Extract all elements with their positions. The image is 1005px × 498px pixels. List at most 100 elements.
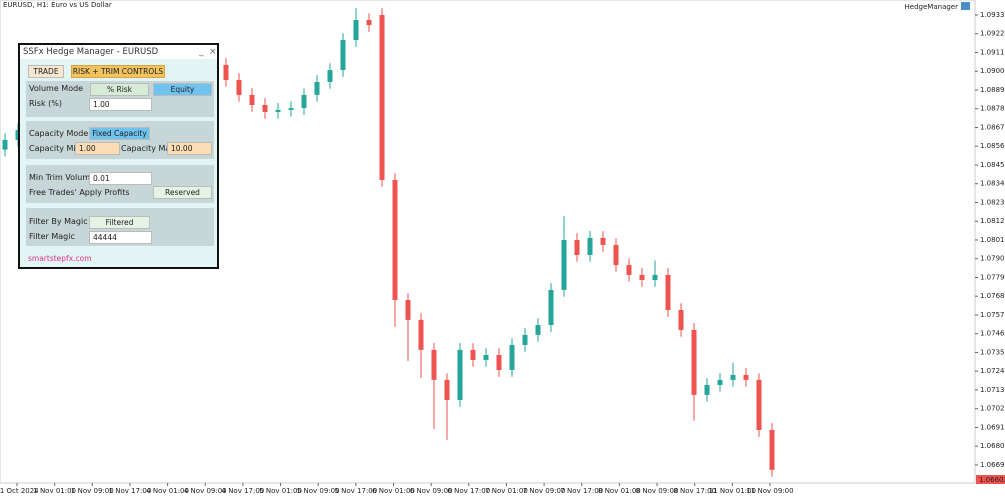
indicator-icon (961, 2, 970, 10)
candle-body (457, 349, 463, 401)
price-tag (976, 475, 1005, 484)
label: Volume Mode (29, 84, 84, 93)
candle-body (236, 79, 242, 95)
y-tick-label: 1.08230 (980, 198, 1005, 206)
x-tick-label: 4 Nov 01:00 (146, 487, 189, 495)
candle-body (470, 349, 476, 360)
candle-body (249, 94, 255, 105)
x-tick-label: 5 Nov 17:00 (334, 487, 377, 495)
candle-body (743, 374, 749, 380)
y-tick-label: 1.07570 (980, 311, 1005, 319)
x-tick-label: 7 Nov 17:00 (560, 487, 603, 495)
candle-body (418, 319, 424, 350)
label: Risk (%) (29, 99, 62, 108)
y-tick-label: 1.07790 (980, 273, 1005, 281)
hedge-manager-panel: SSFx Hedge Manager - EURUSD _ × TRADE RI… (18, 43, 219, 269)
option-button[interactable]: Filtered (89, 216, 150, 229)
panel-titlebar: SSFx Hedge Manager - EURUSD _ × (20, 45, 217, 59)
y-tick-label: 1.08450 (980, 161, 1005, 169)
candle-body (392, 179, 398, 300)
option-button[interactable]: Equity (153, 83, 212, 96)
input[interactable]: 1.00 (75, 142, 120, 155)
candle-body (561, 239, 567, 290)
x-tick-label: 4 Nov 09:00 (184, 487, 227, 495)
candle-body (262, 104, 268, 112)
candle-body (717, 379, 723, 386)
current-price: 1.06603 (979, 476, 1005, 484)
tab-risk-trim[interactable]: RISK + TRIM CONTROLS (71, 65, 165, 78)
candle-body (535, 325, 541, 335)
candle-body (548, 289, 554, 326)
candle-body (678, 310, 684, 330)
label: Filter Magic (29, 232, 75, 241)
x-tick-label: 31 Oct 2024 (0, 487, 39, 495)
label: Capacity Min (29, 144, 81, 153)
close-button[interactable]: × (209, 47, 217, 57)
indicator-label: HedgeManager (905, 3, 959, 11)
x-tick-label: 7 Nov 09:00 (523, 487, 566, 495)
candle-body (704, 385, 710, 395)
y-tick-label: 1.07240 (980, 367, 1005, 375)
y-tick-label: 1.07900 (980, 255, 1005, 263)
candle-body (314, 81, 320, 95)
x-tick-label: 4 Nov 17:00 (222, 487, 265, 495)
x-tick-label: 7 Nov 01:00 (485, 487, 528, 495)
x-tick-label: 11 Nov 01:00 (709, 487, 756, 495)
candle-body (639, 274, 645, 281)
input[interactable]: 0.01 (89, 172, 152, 185)
candle-body (652, 274, 658, 281)
candle-body (353, 19, 359, 41)
candle-body (509, 344, 515, 371)
label: Capacity Mode (29, 129, 89, 138)
candle-body (613, 244, 619, 266)
minimize-button[interactable]: _ (199, 47, 204, 57)
y-tick-label: 1.08560 (980, 142, 1005, 150)
input[interactable]: 1.00 (89, 98, 152, 111)
y-tick-label: 1.07680 (980, 292, 1005, 300)
candle-body (327, 70, 333, 82)
candle-body (288, 108, 294, 110)
candle-body (522, 334, 528, 345)
y-tick-label: 1.08890 (980, 86, 1005, 94)
y-tick-label: 1.06910 (980, 423, 1005, 431)
option-button[interactable]: % Risk (90, 83, 149, 96)
candle-body (301, 94, 307, 109)
input[interactable]: 10.00 (167, 142, 212, 155)
candle-body (379, 14, 385, 180)
x-tick-label: 6 Nov 09:00 (410, 487, 453, 495)
candle-body (2, 139, 8, 150)
option-button[interactable]: Reserved (153, 186, 212, 199)
y-tick-label: 1.09110 (980, 48, 1005, 56)
candle-body (431, 349, 437, 380)
website-link[interactable]: smartstepfx.com (28, 254, 92, 263)
x-tick-label: 5 Nov 01:00 (259, 487, 302, 495)
candles (2, 8, 775, 477)
y-tick-label: 1.08010 (980, 236, 1005, 244)
label: Capacity Max (121, 144, 176, 153)
x-tick-label: 1 Nov 09:00 (71, 487, 114, 495)
y-tick-label: 1.07130 (980, 386, 1005, 394)
x-tick-label: 8 Nov 01:00 (598, 487, 641, 495)
label: Filter By Magic (29, 217, 88, 226)
option-button[interactable]: Fixed Capacity (89, 127, 150, 140)
candle-body (756, 379, 762, 430)
y-tick-label: 1.07350 (980, 348, 1005, 356)
x-tick-label: 11 Nov 09:00 (746, 487, 793, 495)
y-tick-label: 1.07020 (980, 405, 1005, 413)
input[interactable]: 44444 (89, 231, 152, 244)
candle-body (340, 40, 346, 71)
x-tick-label: 6 Nov 01:00 (372, 487, 415, 495)
y-tick-label: 1.08340 (980, 180, 1005, 188)
x-tick-label: 6 Nov 17:00 (447, 487, 490, 495)
y-tick-label: 1.09330 (980, 11, 1005, 19)
tab-trade[interactable]: TRADE (28, 65, 64, 78)
candle-body (769, 429, 775, 470)
candle-body (587, 237, 593, 255)
x-tick-label: 8 Nov 17:00 (673, 487, 716, 495)
candle-body (626, 265, 632, 275)
candle-body (366, 19, 372, 26)
candle-body (483, 355, 489, 360)
label: Free Trades' Apply Profits (29, 188, 130, 197)
y-tick-label: 1.07460 (980, 330, 1005, 338)
